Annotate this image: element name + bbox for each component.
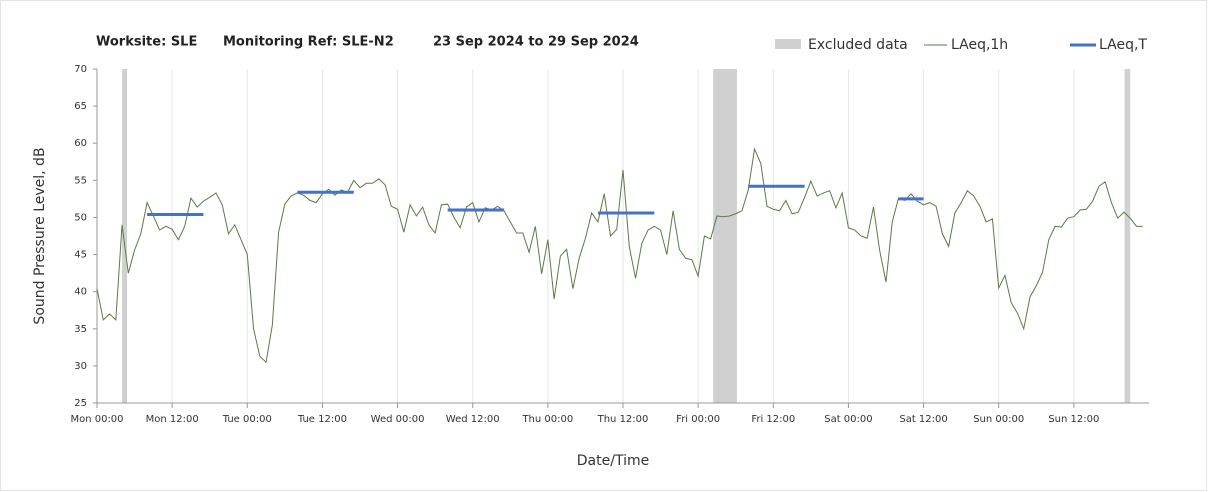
x-tick-label: Sun 00:00 [973,414,1024,425]
y-tick-label: 55 [74,175,87,186]
x-tick-label: Sat 12:00 [899,414,947,425]
x-tick-label: Fri 12:00 [751,414,795,425]
y-tick-label: 35 [74,324,87,335]
x-tick-label: Wed 00:00 [371,414,425,425]
x-tick-label: Mon 12:00 [146,414,199,425]
y-tick-label: 45 [74,250,87,261]
y-tick-label: 30 [74,361,87,372]
x-tick-label: Tue 12:00 [297,414,347,425]
legend-label: LAeq,1h [951,37,1008,53]
title-ref: Monitoring Ref: SLE-N2 [223,35,394,50]
legend-label: LAeq,T [1099,37,1147,53]
legend-swatch [775,39,801,49]
x-tick-label: Tue 00:00 [222,414,272,425]
x-tick-label: Sat 00:00 [824,414,872,425]
x-tick-label: Mon 00:00 [70,414,123,425]
y-tick-label: 25 [74,398,87,409]
y-tick-label: 40 [74,287,87,298]
x-tick-label: Wed 12:00 [446,414,500,425]
y-tick-label: 60 [74,138,87,149]
y-tick-label: 70 [74,64,87,75]
title-site: Worksite: SLE [96,35,197,50]
excluded-band [713,69,737,403]
x-tick-label: Thu 12:00 [597,414,649,425]
y-tick-label: 65 [74,101,87,112]
title-dates: 23 Sep 2024 to 29 Sep 2024 [433,35,639,50]
x-axis-label: Date/Time [577,453,649,469]
y-axis-label: Sound Pressure Level, dB [32,147,48,324]
excluded-band [1124,69,1131,403]
x-tick-label: Fri 00:00 [676,414,720,425]
x-tick-label: Thu 00:00 [521,414,573,425]
legend-label: Excluded data [808,37,908,53]
x-tick-label: Sun 12:00 [1048,414,1099,425]
y-tick-label: 50 [74,212,87,223]
line-series [96,147,1143,364]
excluded-band [122,69,128,403]
